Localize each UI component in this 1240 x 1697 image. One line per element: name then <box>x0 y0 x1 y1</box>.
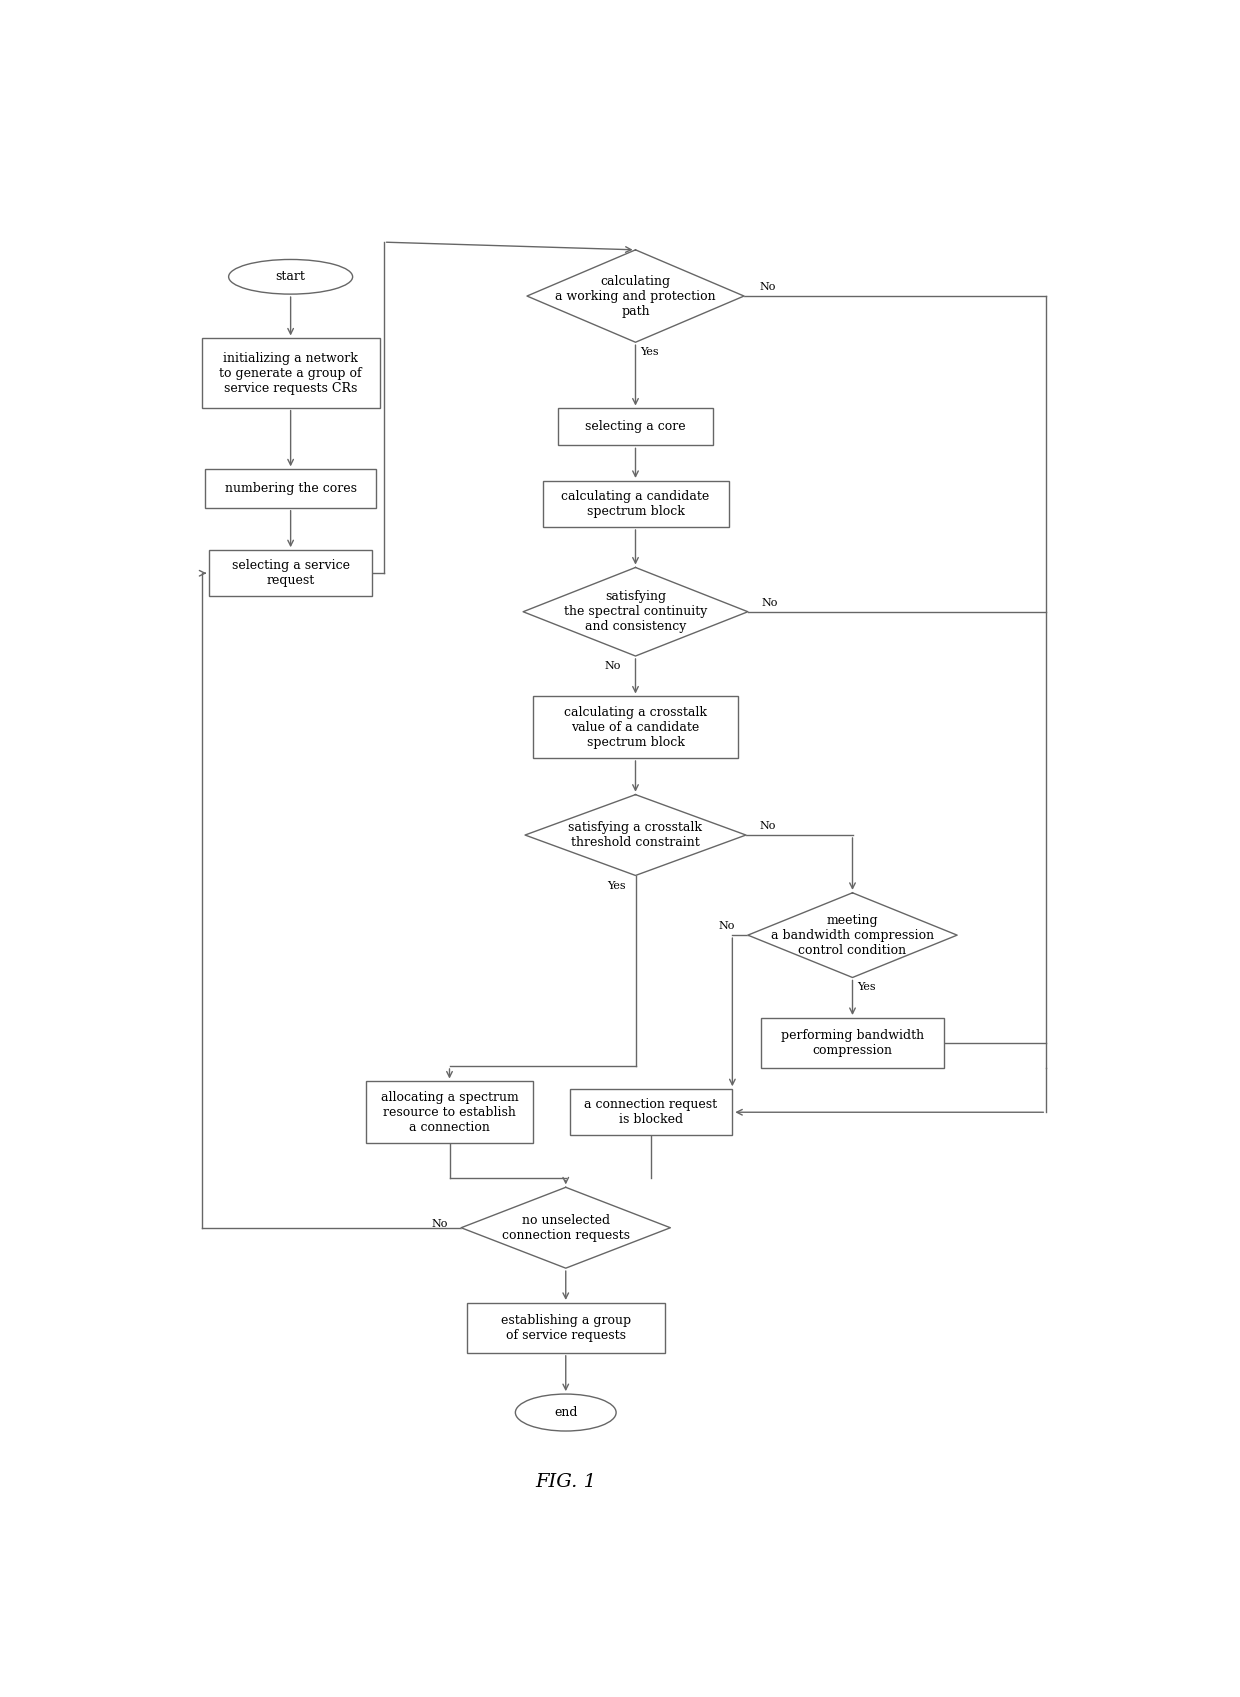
Bar <box>569 1089 733 1135</box>
Text: No: No <box>759 282 775 292</box>
Polygon shape <box>461 1188 671 1268</box>
Text: performing bandwidth
compression: performing bandwidth compression <box>781 1028 924 1057</box>
Bar <box>543 480 729 528</box>
Text: a connection request
is blocked: a connection request is blocked <box>584 1098 718 1127</box>
Ellipse shape <box>516 1393 616 1431</box>
Bar <box>201 338 379 407</box>
Text: initializing a network
to generate a group of
service requests CRs: initializing a network to generate a gro… <box>219 351 362 394</box>
Text: satisfying
the spectral continuity
and consistency: satisfying the spectral continuity and c… <box>564 591 707 633</box>
Text: meeting
a bandwidth compression
control condition: meeting a bandwidth compression control … <box>771 913 934 957</box>
Bar <box>206 470 376 507</box>
Text: end: end <box>554 1407 578 1419</box>
Text: Yes: Yes <box>606 881 625 891</box>
Bar <box>533 696 738 759</box>
Bar <box>761 1018 944 1067</box>
Text: establishing a group
of service requests: establishing a group of service requests <box>501 1313 631 1342</box>
Bar <box>558 409 713 445</box>
Text: Yes: Yes <box>857 983 875 993</box>
Ellipse shape <box>228 260 352 294</box>
Text: numbering the cores: numbering the cores <box>224 482 357 496</box>
Text: No: No <box>761 597 777 608</box>
Polygon shape <box>525 794 746 876</box>
Bar <box>210 550 372 596</box>
Text: No: No <box>718 921 734 932</box>
Bar <box>366 1081 533 1144</box>
Polygon shape <box>523 567 748 657</box>
Text: calculating
a working and protection
path: calculating a working and protection pat… <box>556 275 715 317</box>
Text: selecting a core: selecting a core <box>585 421 686 433</box>
Text: No: No <box>759 821 776 832</box>
Text: selecting a service
request: selecting a service request <box>232 560 350 587</box>
Polygon shape <box>748 893 957 977</box>
Text: No: No <box>604 662 620 670</box>
Text: start: start <box>275 270 305 283</box>
Text: satisfying a crosstalk
threshold constraint: satisfying a crosstalk threshold constra… <box>568 821 703 848</box>
Text: FIG. 1: FIG. 1 <box>536 1473 596 1492</box>
Text: calculating a candidate
spectrum block: calculating a candidate spectrum block <box>562 490 709 518</box>
Text: calculating a crosstalk
value of a candidate
spectrum block: calculating a crosstalk value of a candi… <box>564 706 707 748</box>
Bar <box>467 1303 665 1353</box>
Text: Yes: Yes <box>640 348 658 358</box>
Polygon shape <box>527 249 744 343</box>
Text: No: No <box>432 1218 448 1229</box>
Text: allocating a spectrum
resource to establish
a connection: allocating a spectrum resource to establ… <box>381 1091 518 1134</box>
Text: no unselected
connection requests: no unselected connection requests <box>502 1213 630 1242</box>
